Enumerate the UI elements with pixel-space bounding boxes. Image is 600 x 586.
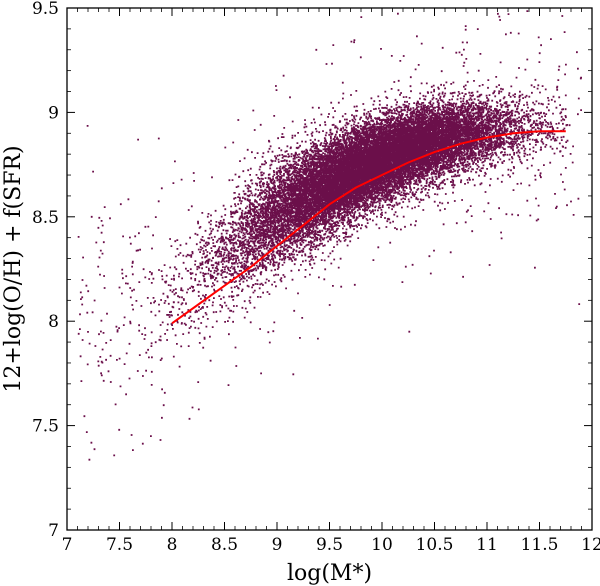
y-axis: 7 7.5 8 8.5 9 9.5 — [32, 0, 592, 541]
x-tick-label: 10 — [371, 535, 393, 555]
fit-line — [171, 130, 566, 325]
x-tick-label: 12 — [581, 535, 600, 555]
x-axis: 7 7.5 8 8.5 9 9.5 10 10.5 11 11.5 12 — [62, 8, 600, 555]
x-tick-label: 7.5 — [106, 535, 133, 555]
y-tick-label: 8.5 — [32, 208, 59, 228]
x-tick-label: 11 — [476, 535, 498, 555]
x-tick-label: 8 — [167, 535, 178, 555]
fit-line-layer — [171, 130, 566, 325]
x-tick-label: 7 — [62, 535, 73, 555]
x-tick-label: 9 — [272, 535, 283, 555]
plot-frame — [66, 7, 593, 531]
x-tick-label: 8.5 — [211, 535, 238, 555]
scatter-point-cloud — [77, 10, 582, 461]
x-tick-label: 9.5 — [316, 535, 343, 555]
y-tick-label: 7.5 — [32, 417, 59, 437]
y-tick-label: 8 — [48, 312, 59, 332]
y-tick-label: 9 — [48, 103, 59, 123]
scatter-points — [77, 10, 582, 461]
x-tick-label: 10.5 — [416, 535, 454, 555]
y-tick-label: 7 — [48, 521, 59, 541]
y-axis-title: 12+log(O/H) + f(SFR) — [1, 145, 26, 392]
y-tick-label: 9.5 — [32, 0, 59, 19]
x-axis-title: log(M*) — [287, 561, 372, 586]
x-tick-label: 11.5 — [521, 535, 559, 555]
